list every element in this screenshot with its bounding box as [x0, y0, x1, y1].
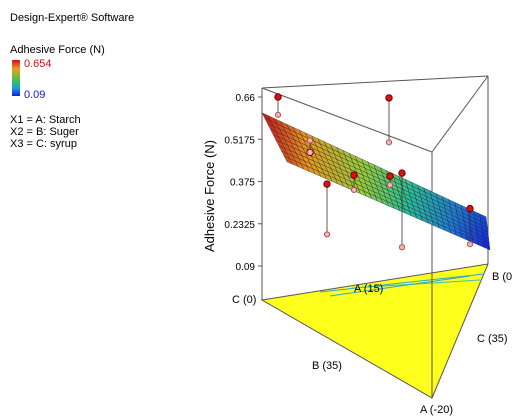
- z-tick-label: 0.5175: [224, 135, 255, 146]
- color-gradient-bar: [12, 60, 20, 96]
- vertex-label: C (0): [232, 294, 256, 306]
- design-point-projection: [466, 241, 474, 248]
- design-point-projection: [386, 181, 394, 189]
- design-point-projection: [350, 186, 358, 194]
- design-point: [350, 171, 358, 179]
- design-point: [466, 204, 474, 213]
- response-surface: [261, 112, 491, 251]
- design-point-projection: [274, 111, 282, 118]
- design-point: [323, 180, 331, 188]
- base-contour-line: [319, 273, 485, 293]
- legend-panel: Design-Expert® Software Adhesive Force (…: [10, 12, 134, 150]
- design-point-projection: [306, 137, 314, 144]
- scale-min-label: 0.09: [24, 89, 46, 101]
- design-point-projection: [323, 231, 331, 238]
- z-tick-label: 0.09: [236, 262, 256, 273]
- response-name: Adhesive Force (N): [10, 44, 105, 56]
- design-point: [306, 148, 314, 157]
- design-points: [274, 93, 474, 251]
- app-title: Design-Expert® Software: [10, 12, 135, 24]
- z-tick-label: 0.2325: [224, 220, 255, 231]
- z-axis-label: Adhesive Force (N): [202, 140, 217, 252]
- vertex-label: C (35): [477, 333, 508, 345]
- vertex-label: A (15): [354, 283, 383, 295]
- z-tick-label: 0.66: [236, 93, 256, 104]
- design-point: [386, 172, 394, 180]
- design-point: [274, 93, 282, 101]
- design-point-projection: [385, 139, 393, 146]
- design-point: [385, 94, 393, 102]
- z-axis: 0.09 0.2325 0.375 0.5175 0.66: [224, 93, 262, 273]
- vertex-label: A (-20): [420, 404, 453, 416]
- surface-cell: [483, 243, 491, 251]
- vertex-label: B (0: [492, 271, 512, 283]
- z-tick-label: 0.375: [230, 178, 255, 189]
- factor-c: X3 = C: syrup: [10, 138, 77, 150]
- scale-max-label: 0.654: [24, 58, 52, 70]
- design-point-projection: [398, 244, 406, 251]
- base-contour-line: [329, 275, 471, 297]
- factor-b: X2 = B: Suger: [10, 126, 79, 138]
- factor-a: X1 = A: Starch: [10, 114, 81, 126]
- factor-list: X1 = A: Starch X2 = B: Suger X3 = C: syr…: [10, 114, 134, 150]
- color-scale: 0.654 0.09: [10, 58, 134, 101]
- design-point: [398, 169, 406, 177]
- vertex-label: B (35): [312, 360, 342, 372]
